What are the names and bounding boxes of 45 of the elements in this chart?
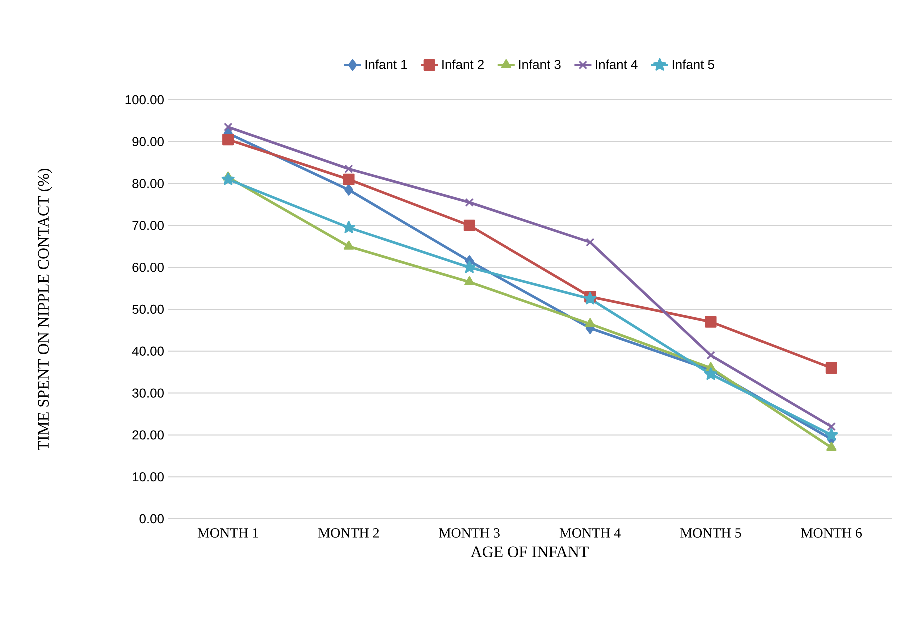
y-tick-label: 40.00 [132, 346, 164, 356]
point [342, 221, 356, 234]
point [704, 368, 718, 380]
legend-label: Infant 4 [596, 60, 638, 70]
y-tick-label: 20.00 [132, 430, 164, 440]
point [826, 442, 837, 452]
y-axis-title: TIME SPENT ON NIPPLE CONTACT (%) [38, 168, 52, 450]
legend-label: Infant 5 [672, 60, 714, 70]
point [222, 134, 234, 146]
point [705, 316, 717, 328]
y-tick-label: 80.00 [132, 179, 164, 188]
point [464, 276, 475, 286]
x-tick-label: MONTH 2 [318, 528, 380, 538]
x-tick-label: MONTH 5 [680, 528, 742, 538]
legend-label: Infant 3 [519, 60, 561, 70]
point [825, 428, 838, 441]
y-tick-label: 100.00 [126, 95, 164, 105]
x-tick-label: MONTH 3 [439, 528, 500, 538]
y-tick-label: 50.00 [132, 304, 164, 314]
y-tick-label: 90.00 [132, 137, 164, 146]
x-tick-label: MONTH 4 [560, 528, 621, 538]
point [585, 318, 596, 328]
y-tick-label: 60.00 [132, 263, 164, 272]
point [222, 172, 235, 186]
point [344, 164, 354, 174]
y-tick-label: 30.00 [132, 388, 164, 398]
point [344, 184, 354, 196]
point [465, 198, 474, 207]
point [464, 220, 476, 232]
y-tick-label: 0.00 [140, 514, 164, 524]
point [706, 351, 716, 360]
point [343, 174, 355, 186]
point [826, 362, 838, 374]
point [827, 422, 836, 432]
point [463, 260, 476, 274]
point [344, 240, 354, 250]
y-tick-label: 70.00 [132, 221, 164, 230]
x-tick-label: MONTH 6 [801, 528, 862, 538]
point [224, 122, 233, 132]
y-tick-label: 10.00 [133, 472, 164, 482]
x-tick-label: MONTH 1 [198, 528, 258, 538]
legend-label: Infant 2 [442, 60, 484, 70]
legend-label: Infant 1 [366, 60, 408, 70]
point [586, 238, 595, 247]
x-axis-title: AGE OF INFANT [470, 546, 589, 558]
